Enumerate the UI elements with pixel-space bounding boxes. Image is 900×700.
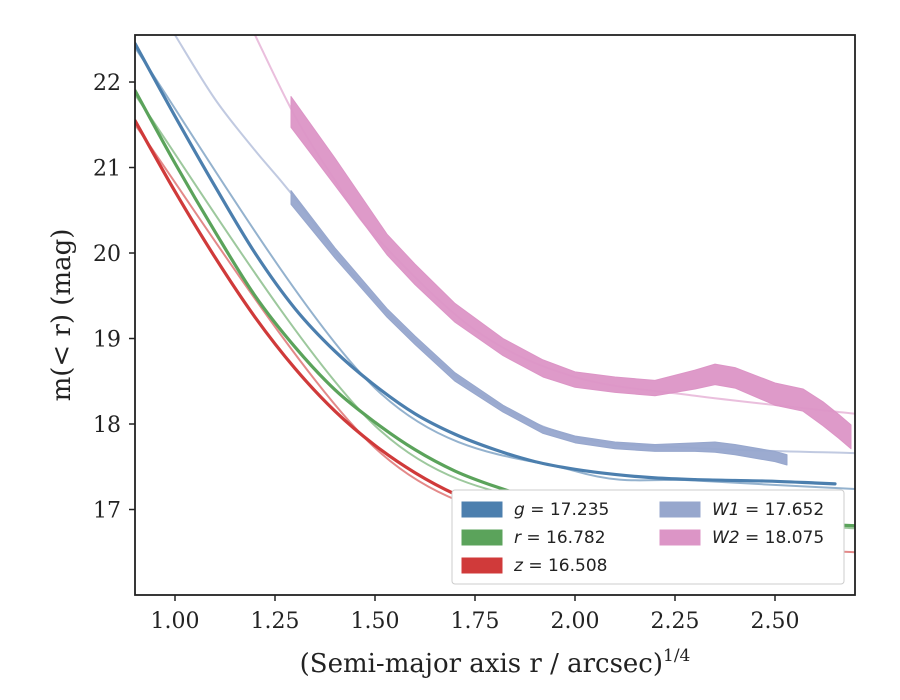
- x-tick-label: 2.50: [751, 609, 800, 634]
- y-axis-ticks: 17 18 19 20 21 22: [93, 71, 135, 524]
- x-tick-label: 1.75: [451, 609, 500, 634]
- legend-label-r: r = 16.782: [514, 528, 606, 548]
- y-tick-label: 19: [93, 328, 121, 353]
- legend-band-value: = 17.235: [525, 500, 610, 520]
- x-axis-ticks: 1.00 1.25 1.50 1.75 2.00 2.25 2.50: [151, 595, 800, 634]
- y-tick-label: 17: [93, 499, 121, 524]
- legend-band-value: = 17.652: [740, 500, 825, 520]
- x-tick-label: 1.25: [251, 609, 300, 634]
- x-tick-label: 2.25: [651, 609, 700, 634]
- legend-swatch-w1: [659, 501, 701, 518]
- legend-label-w2: W2 = 18.075: [712, 528, 824, 548]
- legend-band-value: = 18.075: [740, 528, 825, 548]
- x-axis-label-superscript: 1/4: [663, 646, 690, 666]
- legend-band-name: z: [513, 556, 524, 576]
- legend-band-name: r: [514, 528, 522, 548]
- legend-swatch-r: [461, 529, 503, 546]
- x-tick-label: 1.00: [151, 609, 200, 634]
- legend-band-value: = 16.508: [523, 556, 608, 576]
- x-axis-label-main: (Semi-major axis r / arcsec): [300, 649, 663, 679]
- legend-band-name: g: [514, 500, 525, 520]
- legend-swatch-z: [461, 557, 503, 574]
- plot-frame: [134, 34, 856, 596]
- legend-band-value: = 16.782: [521, 528, 606, 548]
- legend-label-z: z = 16.508: [513, 556, 607, 576]
- legend-swatch-w2: [659, 529, 701, 546]
- legend-swatch-g: [461, 501, 503, 518]
- y-tick-label: 18: [93, 413, 121, 438]
- legend-label-w1: W1 = 17.652: [712, 500, 824, 520]
- y-tick-label: 22: [93, 71, 121, 96]
- profile-band-w2: [290, 96, 852, 450]
- x-tick-label: 2.00: [551, 609, 600, 634]
- x-axis-label: (Semi-major axis r / arcsec)1/4: [300, 646, 691, 679]
- legend-band-name: W1: [712, 500, 740, 520]
- y-axis-label: m(< r) (mag): [47, 229, 77, 402]
- profile-band-w1: [290, 190, 788, 466]
- y-tick-label: 20: [93, 242, 121, 267]
- y-tick-label: 21: [93, 157, 121, 182]
- legend-label-g: g = 17.235: [514, 500, 609, 520]
- profile-line-g: [135, 41, 837, 486]
- legend-band-name: W2: [712, 528, 740, 548]
- legend-box: [451, 489, 845, 585]
- x-tick-label: 1.50: [351, 609, 400, 634]
